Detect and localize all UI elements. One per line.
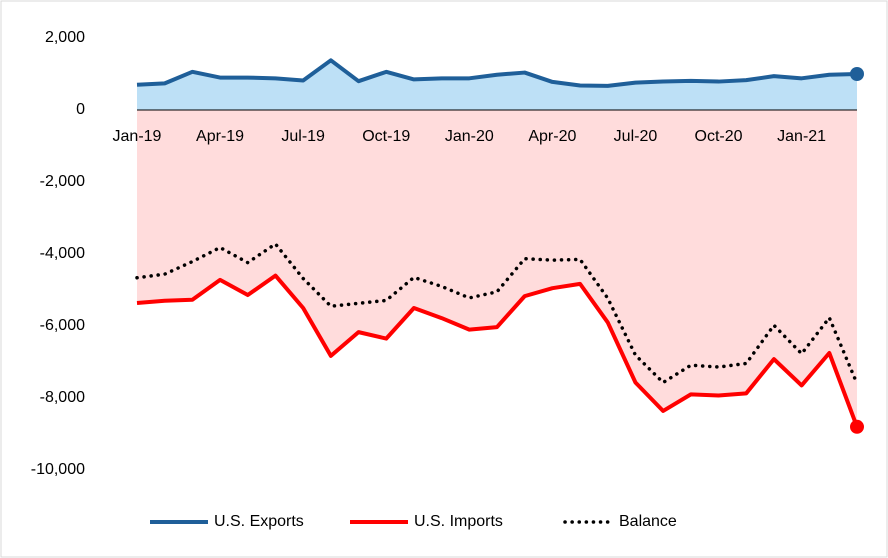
legend-label: U.S. Exports — [214, 513, 304, 530]
area — [137, 110, 857, 427]
series-line — [136, 58, 858, 88]
legend-label: U.S. Imports — [414, 513, 503, 530]
x-tick-label: Jan-20 — [445, 128, 494, 145]
y-tick-label: -8,000 — [40, 389, 85, 406]
x-tick-label: Jan-19 — [113, 128, 162, 145]
end-marker — [850, 419, 864, 434]
y-tick-label: -4,000 — [40, 245, 85, 262]
x-tick-label: Jan-21 — [777, 128, 826, 145]
y-tick-label: 0 — [76, 101, 85, 118]
legend-label: Balance — [619, 513, 677, 530]
x-tick-label: Apr-20 — [528, 128, 576, 145]
y-tick-label: -6,000 — [40, 317, 85, 334]
series-line — [136, 273, 859, 428]
y-tick-label: 2,000 — [45, 29, 85, 46]
x-tick-label: Jul-19 — [281, 128, 325, 145]
x-tick-label: Apr-19 — [196, 128, 244, 145]
y-tick-label: -2,000 — [40, 173, 85, 190]
x-tick-label: Oct-19 — [362, 128, 410, 145]
x-tick-label: Jul-20 — [614, 128, 658, 145]
x-tick-label: Oct-20 — [695, 128, 743, 145]
end-marker — [850, 67, 864, 81]
series-line — [135, 242, 859, 386]
y-tick-label: -10,000 — [31, 461, 85, 478]
